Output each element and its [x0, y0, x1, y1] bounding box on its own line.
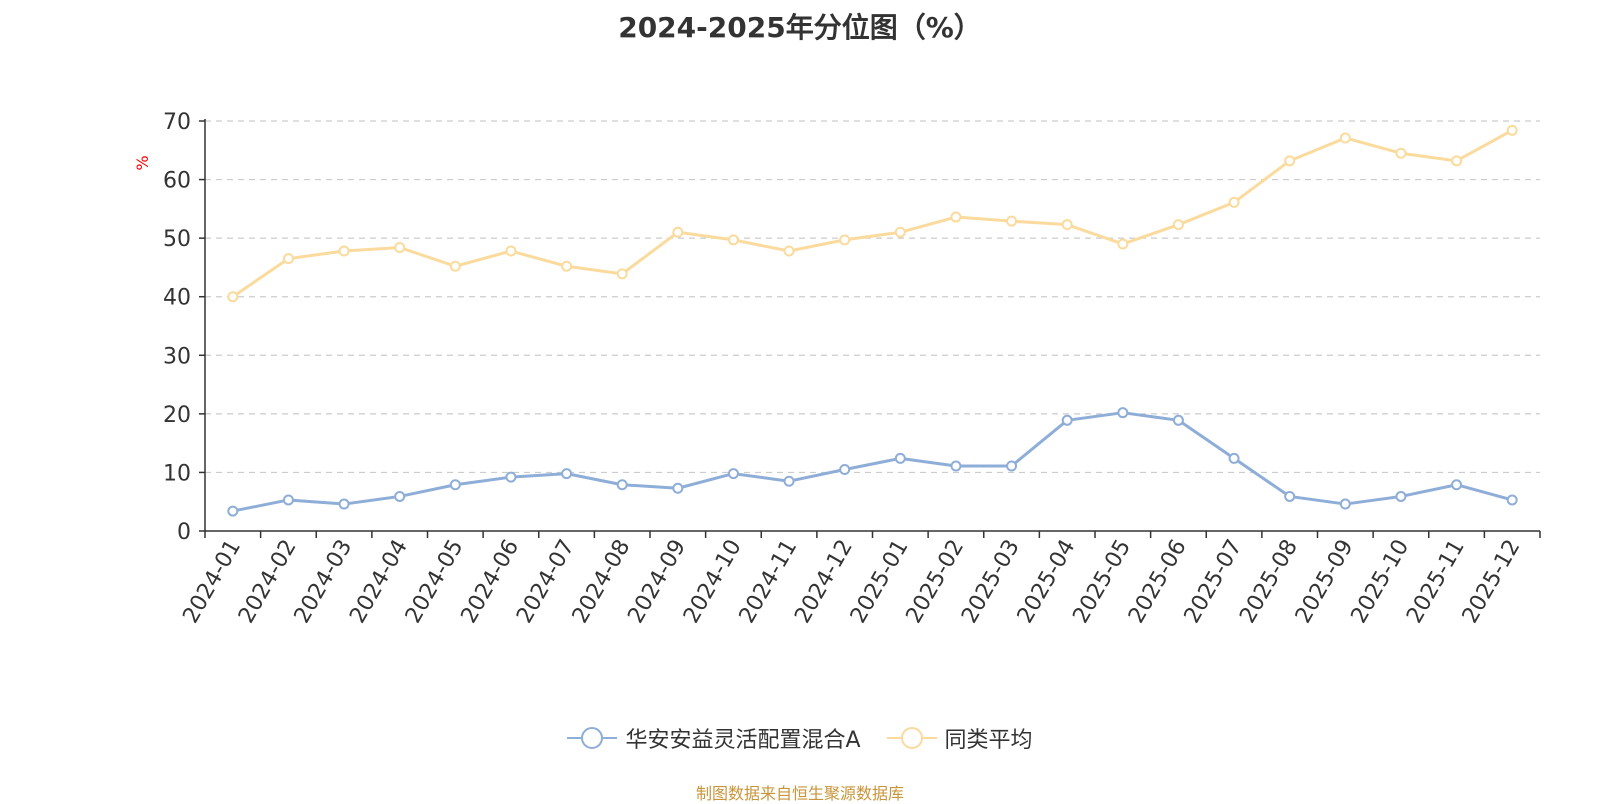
y-tick-label-70: 70 [163, 110, 191, 135]
series-0-point-2025-01 [894, 452, 906, 464]
line-chart: 010203040506070%2024-012024-022024-03202… [133, 110, 1541, 628]
series-0-point-2025-09 [1339, 498, 1351, 510]
series-line-0 [231, 411, 1514, 513]
series-1-point-2024-05 [449, 260, 461, 272]
series-1-point-2024-03 [338, 245, 350, 257]
legend-item-fund[interactable]: 华安安益灵活配置混合A [567, 722, 861, 754]
legend: 华安安益灵活配置混合A 同类平均 [0, 722, 1600, 754]
series-0-point-2024-10 [727, 468, 739, 480]
y-tick-label-30: 30 [163, 344, 191, 369]
series-1-point-2024-02 [282, 253, 294, 265]
series-0-point-2025-04 [1061, 414, 1073, 426]
y-tick-label-20: 20 [163, 403, 191, 428]
legend-fund-label: 华安安益灵活配置混合A [625, 728, 861, 753]
series-1-point-2025-07 [1228, 196, 1240, 208]
series-line-1 [231, 128, 1514, 299]
series-0-point-2025-06 [1172, 414, 1184, 426]
series-0-point-2024-04 [394, 490, 406, 502]
legend-fund-icon [567, 727, 618, 749]
legend-average-icon [886, 727, 937, 749]
series-0-point-2024-02 [282, 494, 294, 506]
series-0-point-2024-06 [505, 471, 517, 483]
series-1-point-2025-11 [1451, 155, 1463, 167]
series-1-point-2025-12 [1506, 124, 1518, 136]
y-tick-label-0: 0 [177, 520, 191, 545]
y-axis-label: % [133, 155, 152, 170]
series-1-point-2024-01 [227, 291, 239, 303]
y-tick-label-60: 60 [163, 169, 191, 194]
series-0-point-2025-10 [1395, 490, 1407, 502]
series-1-point-2025-03 [1006, 215, 1018, 227]
series-1-point-2025-06 [1172, 219, 1184, 231]
y-tick-label-10: 10 [163, 461, 191, 486]
series-0-point-2024-12 [839, 464, 851, 475]
series-0-point-2024-11 [783, 475, 795, 487]
series-1-point-2025-02 [950, 211, 962, 223]
series-1-point-2024-10 [727, 234, 739, 246]
series-1-point-2025-05 [1117, 238, 1129, 250]
series-0-point-2025-12 [1506, 494, 1518, 506]
series-1-point-2024-11 [783, 245, 795, 257]
legend-average-label: 同类平均 [944, 728, 1033, 753]
legend-item-average[interactable]: 同类平均 [886, 722, 1033, 754]
series-1-point-2025-10 [1395, 147, 1407, 159]
series-0-point-2025-11 [1451, 479, 1463, 491]
series-1-point-2024-07 [561, 260, 573, 272]
series-1-point-2024-06 [505, 245, 517, 257]
series-1-point-2024-12 [839, 234, 851, 246]
series-0-point-2024-08 [616, 479, 628, 491]
series-0-point-2024-09 [672, 482, 684, 494]
series-1-point-2025-01 [894, 226, 906, 238]
series-0-point-2024-03 [338, 498, 350, 510]
series-0-point-2025-07 [1228, 452, 1240, 464]
source-note: 制图数据来自恒生聚源数据库 [695, 784, 904, 803]
y-tick-label-40: 40 [163, 286, 191, 311]
series-0-point-2025-08 [1284, 490, 1296, 502]
series-0-point-2025-03 [1006, 460, 1018, 472]
series-0-point-2025-02 [950, 460, 962, 472]
series-0-point-2025-05 [1117, 407, 1129, 419]
y-tick-label-50: 50 [163, 227, 191, 252]
series-1-point-2024-08 [616, 268, 628, 280]
series-1-point-2025-09 [1339, 132, 1351, 144]
series-0-point-2024-01 [227, 505, 239, 517]
series-1-point-2024-04 [394, 242, 406, 254]
series-1-point-2024-09 [672, 226, 684, 238]
series-0-point-2024-07 [561, 468, 573, 480]
chart-title: 2024-2025年分位图（%） [618, 11, 982, 44]
series-0-point-2024-05 [449, 479, 461, 491]
series-1-point-2025-08 [1284, 155, 1296, 167]
series-1-point-2025-04 [1061, 219, 1073, 231]
